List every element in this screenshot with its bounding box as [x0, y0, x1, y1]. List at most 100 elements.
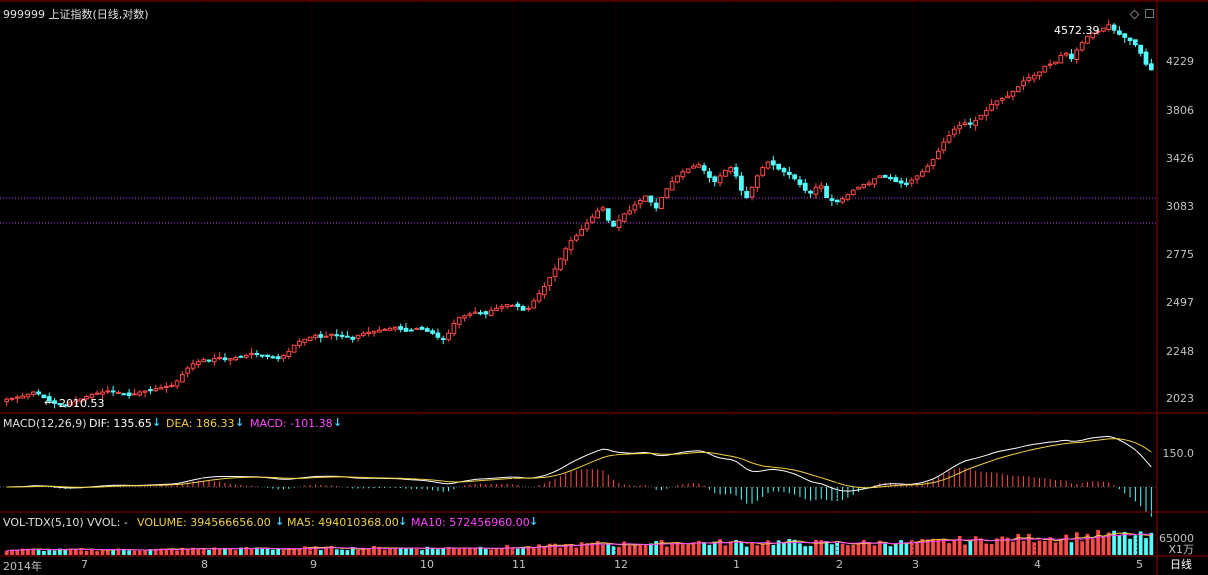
- candle: [137, 391, 143, 396]
- volume-bar: [31, 548, 36, 555]
- y-tick: 2775: [1166, 248, 1194, 261]
- candle: [1101, 27, 1106, 32]
- volume-bar: [968, 540, 973, 555]
- volume-bar: [42, 551, 46, 555]
- maximize-icon[interactable]: [1145, 9, 1154, 18]
- volume-bar: [1032, 542, 1037, 555]
- candle: [669, 181, 675, 191]
- volume-bar: [494, 548, 499, 555]
- volume-bar: [313, 546, 318, 555]
- volume-bar: [633, 544, 637, 555]
- candle: [195, 361, 201, 366]
- candle: [408, 329, 414, 332]
- volume-bar: [361, 548, 366, 555]
- volume-bar: [95, 551, 100, 555]
- candle: [707, 171, 712, 178]
- candle: [1047, 63, 1053, 66]
- volume-bar: [846, 545, 850, 555]
- volume-bar: [340, 549, 344, 555]
- candle: [142, 390, 148, 393]
- period-label[interactable]: 日线: [1170, 558, 1192, 571]
- candle: [776, 163, 782, 170]
- volume-bar: [925, 539, 930, 555]
- volume-bar: [606, 544, 611, 555]
- volume-bar: [542, 546, 547, 555]
- candle: [967, 122, 973, 125]
- candle: [579, 228, 585, 236]
- candle: [999, 98, 1005, 101]
- candle: [951, 128, 957, 135]
- volume-bar: [286, 548, 291, 555]
- candle: [1095, 30, 1101, 33]
- candle: [270, 356, 276, 359]
- volume-bar: [334, 549, 339, 555]
- candle: [989, 103, 994, 111]
- volume-bar: [904, 543, 909, 555]
- candle: [307, 336, 313, 341]
- candle: [249, 352, 254, 355]
- volume-bar: [382, 549, 387, 555]
- candle: [904, 182, 909, 185]
- candle: [281, 354, 286, 359]
- volume-bar: [1117, 535, 1122, 555]
- candle: [920, 171, 925, 177]
- candle: [201, 359, 207, 363]
- volume-bar: [271, 549, 275, 555]
- candle: [478, 312, 483, 315]
- volume-bar: [1037, 540, 1042, 555]
- candle: [946, 135, 952, 143]
- candle: [25, 393, 31, 398]
- candle: [675, 175, 680, 183]
- candle: [376, 329, 382, 333]
- volume-bar: [467, 547, 472, 555]
- volume-bar: [212, 547, 217, 555]
- volume-arrow: ↓: [275, 515, 285, 528]
- volume-bar: [920, 539, 925, 555]
- volume-bar: [803, 546, 808, 555]
- candle: [387, 327, 393, 331]
- candle: [467, 313, 473, 316]
- candle: [472, 311, 478, 314]
- candle: [1010, 90, 1016, 97]
- volume-bar: [20, 548, 25, 555]
- candle: [760, 167, 766, 176]
- candle: [510, 305, 515, 308]
- volume-bar: [798, 543, 802, 555]
- x-tick-month: 8: [201, 558, 208, 571]
- candle: [297, 340, 302, 346]
- dif-arrow: ↓: [152, 416, 162, 429]
- candle: [243, 354, 249, 358]
- volume-bar: [877, 540, 882, 555]
- volume-bar: [1122, 531, 1127, 555]
- volume-bar: [441, 547, 446, 555]
- volume-bar: [755, 545, 760, 555]
- candle: [723, 169, 728, 177]
- volume-bar: [1080, 541, 1084, 555]
- volume-bar: [941, 538, 946, 555]
- volume-bar: [1064, 534, 1069, 555]
- vol-unit-label: X1万: [1168, 543, 1194, 556]
- volume-bar: [207, 549, 211, 555]
- candle: [398, 326, 404, 330]
- candle: [983, 110, 989, 116]
- candle: [728, 167, 734, 172]
- candle: [520, 306, 526, 311]
- candle: [323, 335, 329, 338]
- volume-bar: [1085, 533, 1090, 555]
- candle: [893, 177, 899, 183]
- x-tick-month: 3: [912, 558, 919, 571]
- macd-label: MACD: -101.38: [250, 417, 333, 430]
- volume-bar: [436, 549, 440, 555]
- volume-bar: [446, 547, 451, 555]
- candle: [536, 293, 542, 302]
- volume-bars: [4, 529, 1154, 555]
- volume-bar: [984, 543, 989, 555]
- volume-bar: [861, 540, 866, 555]
- candle: [345, 335, 350, 338]
- volume-bar: [835, 541, 840, 555]
- candle: [446, 332, 451, 341]
- candle: [1079, 42, 1085, 51]
- volume-bar: [909, 540, 914, 555]
- volume-bar: [1128, 538, 1132, 555]
- volume-bar: [398, 547, 403, 555]
